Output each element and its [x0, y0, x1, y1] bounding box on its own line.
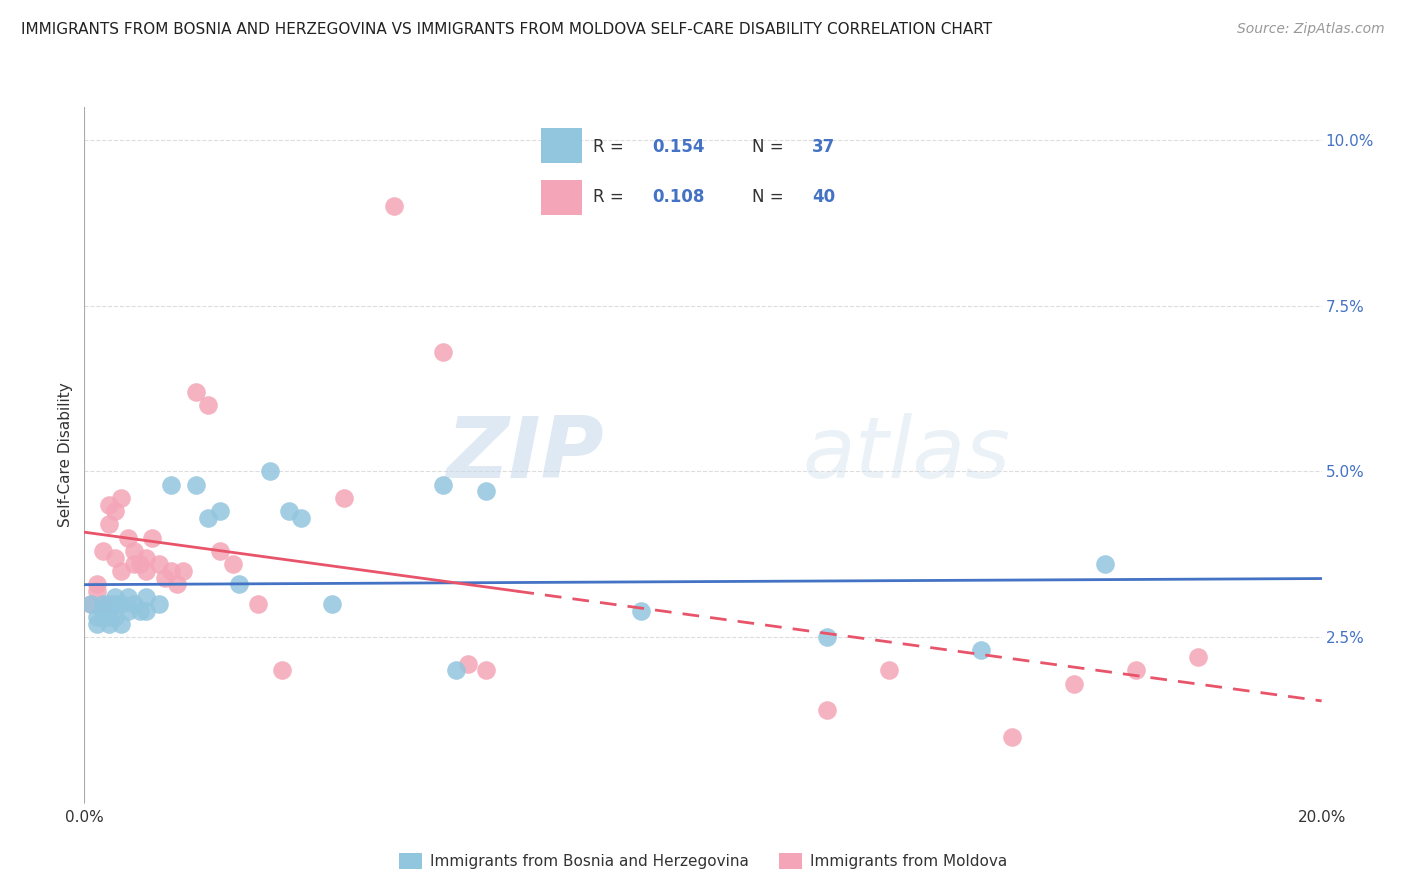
Point [444, 663, 467, 677]
Point [815, 703, 838, 717]
Point [222, 558, 245, 572]
Point [135, 550, 157, 565]
Point [122, 597, 145, 611]
Text: atlas: atlas [801, 413, 1010, 497]
Point [877, 663, 900, 677]
Point [122, 544, 145, 558]
Point [86, 577, 108, 591]
Point [209, 544, 232, 558]
Point [246, 597, 269, 611]
Point [197, 511, 219, 525]
Point [141, 531, 163, 545]
Point [1125, 663, 1147, 677]
Point [166, 577, 188, 591]
Point [79, 597, 101, 611]
Point [290, 511, 312, 525]
Point [98, 498, 121, 512]
Point [228, 577, 250, 591]
Point [104, 610, 127, 624]
Point [86, 583, 108, 598]
Point [110, 597, 132, 611]
Point [104, 550, 127, 565]
Point [160, 564, 183, 578]
Point [91, 544, 114, 558]
Point [432, 477, 454, 491]
Point [91, 610, 114, 624]
Point [86, 616, 108, 631]
Point [970, 643, 993, 657]
Point [129, 558, 152, 572]
Point [98, 610, 121, 624]
Y-axis label: Self-Care Disability: Self-Care Disability [58, 383, 73, 527]
Point [148, 597, 170, 611]
Point [91, 597, 114, 611]
Point [104, 591, 127, 605]
Point [382, 199, 405, 213]
Point [98, 616, 121, 631]
Point [815, 630, 838, 644]
Point [432, 345, 454, 359]
Point [135, 591, 157, 605]
Point [148, 558, 170, 572]
Point [160, 477, 183, 491]
Point [271, 663, 294, 677]
Point [197, 398, 219, 412]
Point [91, 604, 114, 618]
Point [98, 597, 121, 611]
Point [104, 597, 127, 611]
Point [117, 604, 139, 618]
Point [259, 465, 281, 479]
Point [117, 531, 139, 545]
Point [1187, 650, 1209, 665]
Point [184, 384, 207, 399]
Point [98, 517, 121, 532]
Point [475, 663, 498, 677]
Point [1001, 730, 1024, 744]
Point [209, 504, 232, 518]
Point [110, 564, 132, 578]
Point [135, 604, 157, 618]
Point [86, 610, 108, 624]
Point [184, 477, 207, 491]
Point [91, 597, 114, 611]
Text: IMMIGRANTS FROM BOSNIA AND HERZEGOVINA VS IMMIGRANTS FROM MOLDOVA SELF-CARE DISA: IMMIGRANTS FROM BOSNIA AND HERZEGOVINA V… [21, 22, 993, 37]
Point [333, 491, 356, 505]
Point [110, 616, 132, 631]
Point [277, 504, 299, 518]
Point [117, 591, 139, 605]
Point [104, 504, 127, 518]
Point [135, 564, 157, 578]
Text: ZIP: ZIP [446, 413, 605, 497]
Text: Source: ZipAtlas.com: Source: ZipAtlas.com [1237, 22, 1385, 37]
Legend: Immigrants from Bosnia and Herzegovina, Immigrants from Moldova: Immigrants from Bosnia and Herzegovina, … [394, 847, 1012, 875]
Point [172, 564, 194, 578]
Point [79, 597, 101, 611]
Point [122, 558, 145, 572]
Point [457, 657, 479, 671]
Point [1063, 676, 1085, 690]
Point [475, 484, 498, 499]
Point [153, 570, 176, 584]
Point [321, 597, 343, 611]
Point [110, 491, 132, 505]
Point [129, 604, 152, 618]
Point [630, 604, 652, 618]
Point [1094, 558, 1116, 572]
